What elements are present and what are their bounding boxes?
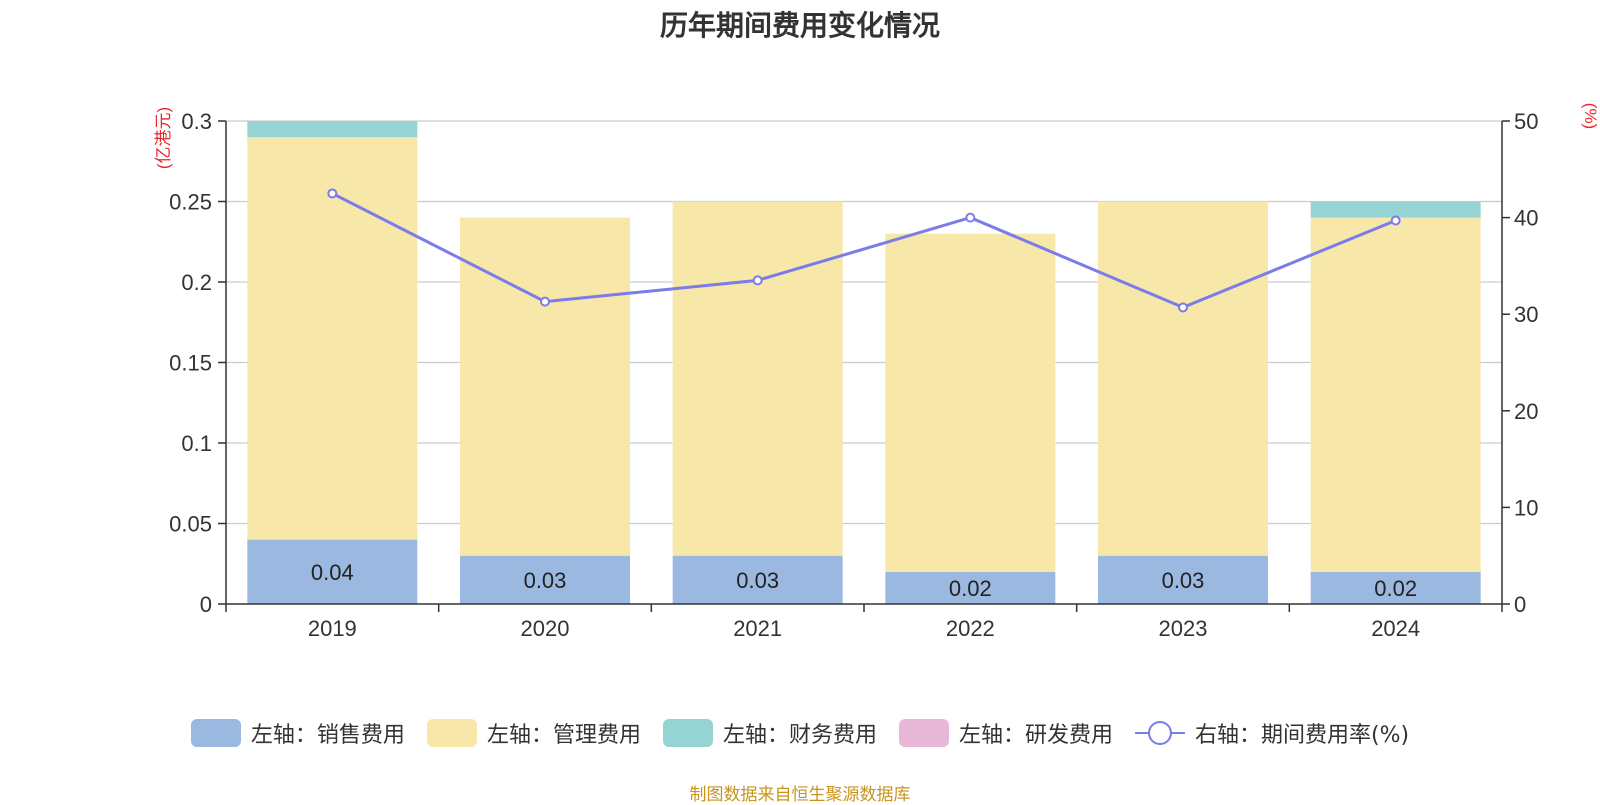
y-left-tick-label: 0.15 [169, 351, 212, 376]
y-right-tick-label: 50 [1514, 109, 1538, 134]
bar-segment [672, 555, 843, 604]
legend-swatch-rnd [898, 719, 949, 747]
legend-label-rate: 右轴：期间费用率(%) [1194, 723, 1410, 748]
y-right-tick-label: 30 [1514, 302, 1538, 327]
bar-segment [247, 121, 418, 138]
y-right-tick-label: 0 [1514, 592, 1526, 617]
y-right-tick-label: 40 [1514, 206, 1538, 231]
bar-data-label: 0.03 [736, 568, 779, 593]
x-tick-label: 2021 [733, 616, 782, 641]
x-tick-label: 2023 [1159, 616, 1208, 641]
bar-segment [247, 137, 418, 540]
y-left-tick-label: 0 [200, 592, 212, 617]
x-tick-label: 2019 [308, 616, 357, 641]
y-right-unit-label: (%) [1581, 103, 1600, 129]
rate-point [327, 188, 338, 199]
legend-swatch-finance [662, 719, 713, 747]
rate-point [1178, 302, 1188, 313]
bar-segment [1310, 201, 1481, 218]
legend-item-rnd[interactable]: 左轴：研发费用 [898, 717, 1113, 749]
y-right-tick-label: 20 [1514, 399, 1538, 424]
chart-title: 历年期间费用变化情况 [659, 9, 940, 42]
legend-item-finance[interactable]: 左轴：财务费用 [662, 717, 877, 749]
bar-data-label: 0.04 [311, 560, 354, 585]
bar-data-label: 0.03 [524, 568, 567, 593]
y-left-tick-label: 0.3 [181, 109, 212, 134]
chart-canvas: 0 0.05 0.1 0.15 0.2 0.25 0.3 0 10 20 30 40 50 (亿港元) (%… [154, 103, 1600, 641]
bar-segment [885, 233, 1056, 572]
bar-segment [1310, 571, 1481, 604]
bar-segment [1098, 201, 1268, 556]
rate-point [1390, 215, 1401, 226]
y-left-tick-label: 0.1 [181, 431, 212, 456]
x-tick-label: 2022 [946, 616, 995, 641]
bar-data-label: 0.02 [1374, 576, 1417, 601]
legend-item-rate[interactable]: 右轴：期间费用率(%) [1134, 717, 1410, 749]
bar-segment [1098, 555, 1268, 604]
y-left-unit-label: (亿港元) [154, 107, 173, 169]
y-right-tick-label: 10 [1514, 495, 1538, 520]
bar-segment [247, 539, 418, 604]
legend-swatch-rate [1134, 719, 1185, 747]
legend-swatch-sales [190, 719, 241, 747]
rate-point [752, 275, 763, 286]
y-left-tick-label: 0.25 [169, 190, 212, 215]
legend-swatch-admin [426, 719, 477, 747]
legend-item-sales[interactable]: 左轴：销售费用 [190, 717, 405, 749]
x-tick-label: 2020 [521, 616, 570, 641]
x-tick-label: 2024 [1371, 616, 1420, 641]
legend-label-admin: 左轴：管理费用 [486, 723, 641, 748]
source-note: 制图数据来自恒生聚源数据库 [689, 785, 911, 805]
y-left-tick-label: 0.05 [169, 512, 212, 537]
bar-segment [460, 555, 630, 604]
bar-data-label: 0.03 [1162, 568, 1205, 593]
rate-line [331, 192, 1397, 310]
legend-label-sales: 左轴：销售费用 [250, 723, 405, 748]
legend-label-rnd: 左轴：研发费用 [958, 723, 1113, 748]
bar-segment [460, 217, 630, 556]
bar-segment [885, 571, 1056, 604]
legend-label-finance: 左轴：财务费用 [722, 723, 877, 748]
bar-data-label: 0.02 [949, 576, 992, 601]
rate-point [540, 296, 550, 307]
bar-segment [1310, 217, 1481, 572]
legend-item-admin[interactable]: 左轴：管理费用 [426, 717, 641, 749]
bar-segment [672, 201, 843, 556]
rate-point [965, 212, 976, 223]
legend: 左轴：销售费用 左轴：管理费用 左轴：财务费用 左轴：研发费用 右轴：期间费用率… [0, 717, 1600, 749]
y-left-tick-label: 0.2 [181, 270, 212, 295]
